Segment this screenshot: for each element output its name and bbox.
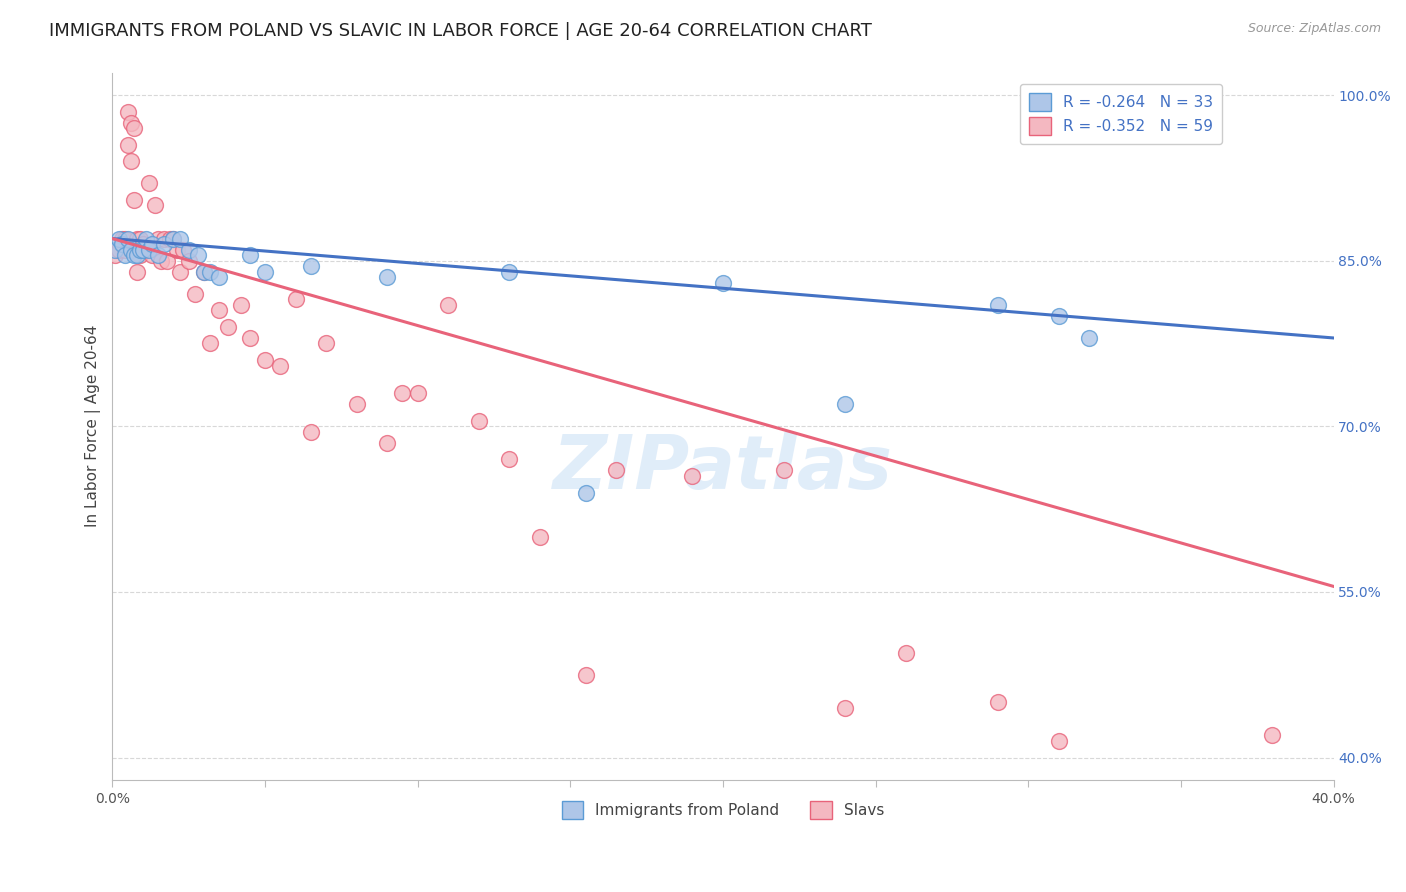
Point (114, 231, 136, 245)
Point (299, 259, 322, 273)
Point (135, 231, 157, 245)
Point (172, 243, 194, 257)
Point (177, 243, 200, 257)
Point (198, 336, 221, 351)
Point (574, 667, 596, 681)
Point (104, 248, 127, 262)
Point (177, 253, 200, 268)
Point (987, 298, 1010, 312)
Point (148, 231, 170, 245)
Point (773, 463, 796, 477)
Point (375, 435, 398, 450)
Point (375, 270, 398, 285)
Point (150, 253, 173, 268)
Point (128, 248, 150, 262)
Point (187, 248, 209, 262)
Point (132, 237, 155, 252)
Point (498, 452, 520, 467)
Point (166, 243, 188, 257)
Point (125, 265, 148, 279)
Point (122, 193, 145, 207)
Point (1047, 734, 1070, 748)
Point (406, 386, 429, 401)
Point (125, 248, 148, 262)
Point (117, 104, 139, 119)
Point (120, 243, 142, 257)
Point (299, 425, 322, 439)
Point (148, 248, 170, 262)
Point (135, 243, 157, 257)
Point (1078, 331, 1101, 345)
Point (122, 121, 145, 136)
Point (122, 248, 145, 262)
Point (141, 237, 163, 252)
Point (239, 331, 262, 345)
Point (169, 265, 191, 279)
Point (315, 336, 337, 351)
Point (107, 243, 129, 257)
Point (605, 463, 627, 477)
Point (269, 359, 291, 373)
Point (138, 243, 160, 257)
Point (574, 485, 596, 500)
Point (498, 265, 520, 279)
Point (681, 469, 703, 483)
Point (208, 270, 231, 285)
Point (208, 303, 231, 318)
Point (110, 231, 132, 245)
Point (120, 116, 142, 130)
Point (193, 265, 215, 279)
Point (254, 353, 277, 368)
Point (107, 231, 129, 245)
Point (153, 231, 176, 245)
Point (138, 177, 160, 191)
Point (254, 265, 277, 279)
Point (169, 231, 191, 245)
Point (117, 137, 139, 152)
Point (141, 248, 163, 262)
Point (987, 695, 1010, 709)
Point (110, 237, 132, 252)
Point (132, 243, 155, 257)
Point (529, 530, 551, 544)
Point (437, 298, 460, 312)
Point (229, 298, 252, 312)
Text: IMMIGRANTS FROM POLAND VS SLAVIC IN LABOR FORCE | AGE 20-64 CORRELATION CHART: IMMIGRANTS FROM POLAND VS SLAVIC IN LABO… (49, 22, 872, 40)
Point (193, 265, 215, 279)
Point (239, 248, 262, 262)
Point (162, 231, 184, 245)
Point (114, 248, 136, 262)
Point (159, 231, 181, 245)
Point (1047, 309, 1070, 323)
Point (467, 414, 489, 428)
Point (117, 231, 139, 245)
Point (1261, 728, 1284, 742)
Point (120, 154, 142, 169)
Point (104, 243, 127, 257)
Text: Source: ZipAtlas.com: Source: ZipAtlas.com (1247, 22, 1381, 36)
Point (153, 237, 176, 252)
Point (711, 276, 734, 290)
Point (162, 231, 184, 245)
Point (834, 701, 856, 715)
Point (284, 293, 307, 307)
Point (128, 243, 150, 257)
Point (894, 646, 917, 660)
Point (128, 231, 150, 245)
Point (391, 386, 413, 401)
Point (346, 397, 368, 411)
Point (143, 198, 166, 212)
Point (114, 243, 136, 257)
Point (125, 231, 148, 245)
Text: ZIPatlas: ZIPatlas (553, 433, 893, 505)
Y-axis label: In Labor Force | Age 20-64: In Labor Force | Age 20-64 (86, 325, 101, 527)
Legend: Immigrants from Poland, Slavs: Immigrants from Poland, Slavs (555, 795, 890, 825)
Point (834, 397, 856, 411)
Point (156, 253, 179, 268)
Point (217, 320, 239, 334)
Point (198, 265, 221, 279)
Point (184, 286, 207, 301)
